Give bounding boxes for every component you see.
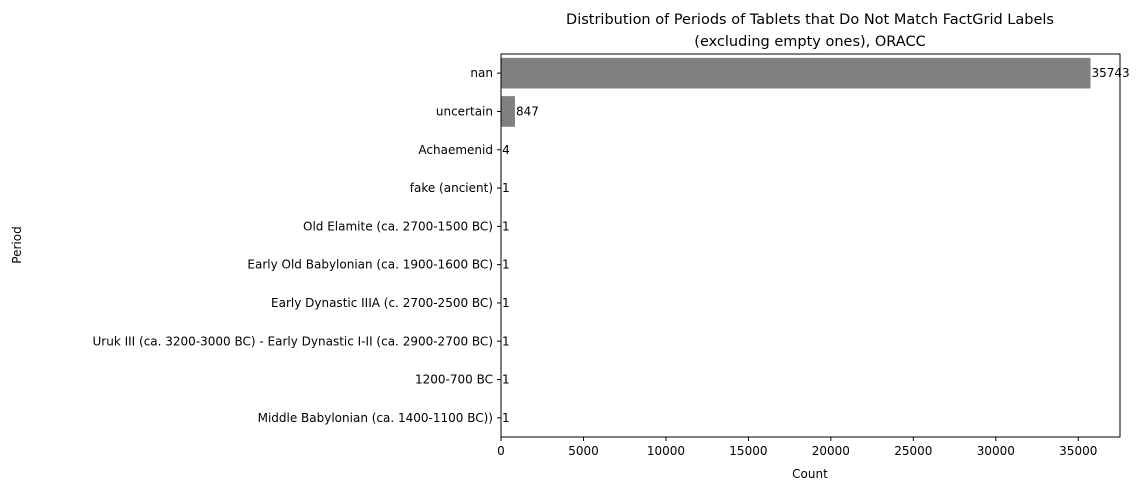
- y-tick-label-4: Old Elamite (ca. 2700-1500 BC): [303, 219, 493, 233]
- bar-value-label-7: 1: [502, 334, 510, 348]
- y-tick-label-1: uncertain: [436, 104, 493, 118]
- y-tick-label-3: fake (ancient): [410, 181, 493, 195]
- bar-value-label-9: 1: [502, 411, 510, 425]
- bar-value-label-0: 35743: [1092, 66, 1130, 80]
- y-tick-label-6: Early Dynastic IIIA (c. 2700-2500 BC): [271, 296, 493, 310]
- bar-0: [501, 57, 1091, 89]
- x-tick-label-5: 25000: [894, 444, 932, 458]
- x-tick-label-7: 35000: [1059, 444, 1097, 458]
- bar-value-label-5: 1: [502, 258, 510, 272]
- chart-title-line-1: Distribution of Periods of Tablets that …: [566, 12, 1054, 28]
- x-tick-label-4: 20000: [812, 444, 850, 458]
- x-tick-label-3: 15000: [729, 444, 767, 458]
- x-tick-label-0: 0: [497, 444, 505, 458]
- y-tick-label-0: nan: [470, 66, 493, 80]
- y-axis-ticks: nan uncertain Achaemenid fake (ancient) Old …: [93, 66, 501, 425]
- y-axis-label: Period: [10, 226, 24, 263]
- x-tick-label-1: 5000: [568, 444, 599, 458]
- x-tick-label-2: 10000: [647, 444, 685, 458]
- y-tick-label-5: Early Old Babylonian (ca. 1900-1600 BC): [247, 258, 493, 272]
- y-tick-label-7: Uruk III (ca. 3200-3000 BC) - Early Dyna…: [93, 334, 494, 348]
- bar-value-label-1: 847: [516, 104, 539, 118]
- bars-group: [501, 57, 1091, 434]
- bar-value-label-8: 1: [502, 373, 510, 387]
- plot-area-frame: [500, 53, 1121, 438]
- x-tick-label-6: 30000: [977, 444, 1015, 458]
- bar-value-label-4: 1: [502, 219, 510, 233]
- y-tick-label-2: Achaemenid: [418, 143, 493, 157]
- bar-1: [501, 96, 515, 127]
- x-axis-ticks: 0 5000 10000 15000 20000 25000 30000 35000: [497, 437, 1097, 458]
- bar-value-label-2: 4: [502, 143, 510, 157]
- bar-value-label-6: 1: [502, 296, 510, 310]
- chart-title-line-2: (excluding empty ones), ORACC: [694, 34, 925, 50]
- y-tick-label-9: Middle Babylonian (ca. 1400-1100 BC)): [258, 411, 493, 425]
- bar-value-label-3: 1: [502, 181, 510, 195]
- x-axis-label: Count: [792, 467, 828, 481]
- y-tick-label-8: 1200-700 BC: [415, 373, 493, 387]
